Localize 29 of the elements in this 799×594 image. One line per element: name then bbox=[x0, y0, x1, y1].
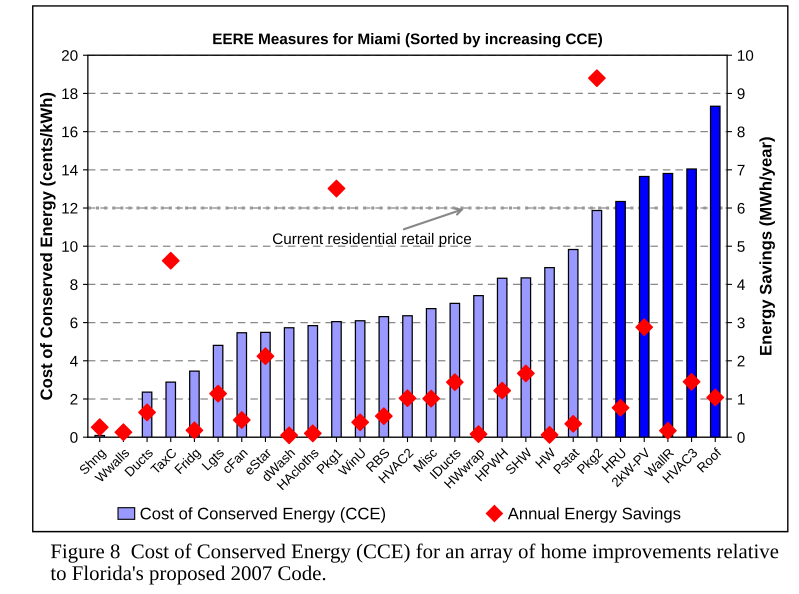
y-tick-label: 20 bbox=[62, 50, 78, 61]
y-tick-label: 2 bbox=[70, 394, 78, 405]
y-tick-label: 14 bbox=[62, 164, 78, 176]
y-tick-label: 10 bbox=[62, 241, 78, 252]
y2-tick-label: 7 bbox=[738, 164, 745, 176]
y2-tick-label: 4 bbox=[737, 279, 745, 290]
ref-line-label: Current residential retail price bbox=[272, 232, 472, 248]
legend-label: Annual Energy Savings bbox=[508, 507, 680, 523]
chart-title: EERE Measures for Miami (Sorted by increasing CCE) bbox=[213, 33, 602, 48]
y2-tick-label: 8 bbox=[737, 126, 745, 138]
legend-label: Cost of Conserved Energy (CCE) bbox=[140, 507, 386, 523]
y-tick-label: 0 bbox=[70, 432, 78, 443]
y2-tick-label: 10 bbox=[738, 50, 754, 61]
y-tick-label: 8 bbox=[70, 279, 78, 290]
y2-tick-label: 2 bbox=[738, 356, 745, 366]
y2-tick-label: 1 bbox=[738, 394, 745, 405]
y2-axis-title: Energy Savings (MWh/year) bbox=[759, 137, 775, 355]
y2-tick-label: 3 bbox=[737, 317, 745, 328]
y-tick-label: 18 bbox=[62, 88, 78, 100]
y2-tick-label: 9 bbox=[738, 88, 745, 100]
y-tick-label: 16 bbox=[62, 126, 78, 138]
caption: Figure 8 Cost of Conserved Energy (CCE) for an array of home improvements relative to Florida's proposed 2007 Code. bbox=[50, 544, 778, 584]
y2-tick-label: 0 bbox=[737, 432, 745, 443]
y-tick-label: 4 bbox=[70, 356, 78, 366]
y-axis-title: Cost of Conserved Energy (cents/kWh) bbox=[40, 92, 56, 400]
y2-tick-label: 6 bbox=[738, 202, 745, 214]
y2-tick-label: 5 bbox=[737, 241, 745, 252]
y-tick-label: 12 bbox=[62, 202, 78, 214]
y-tick-label: 6 bbox=[70, 317, 78, 328]
